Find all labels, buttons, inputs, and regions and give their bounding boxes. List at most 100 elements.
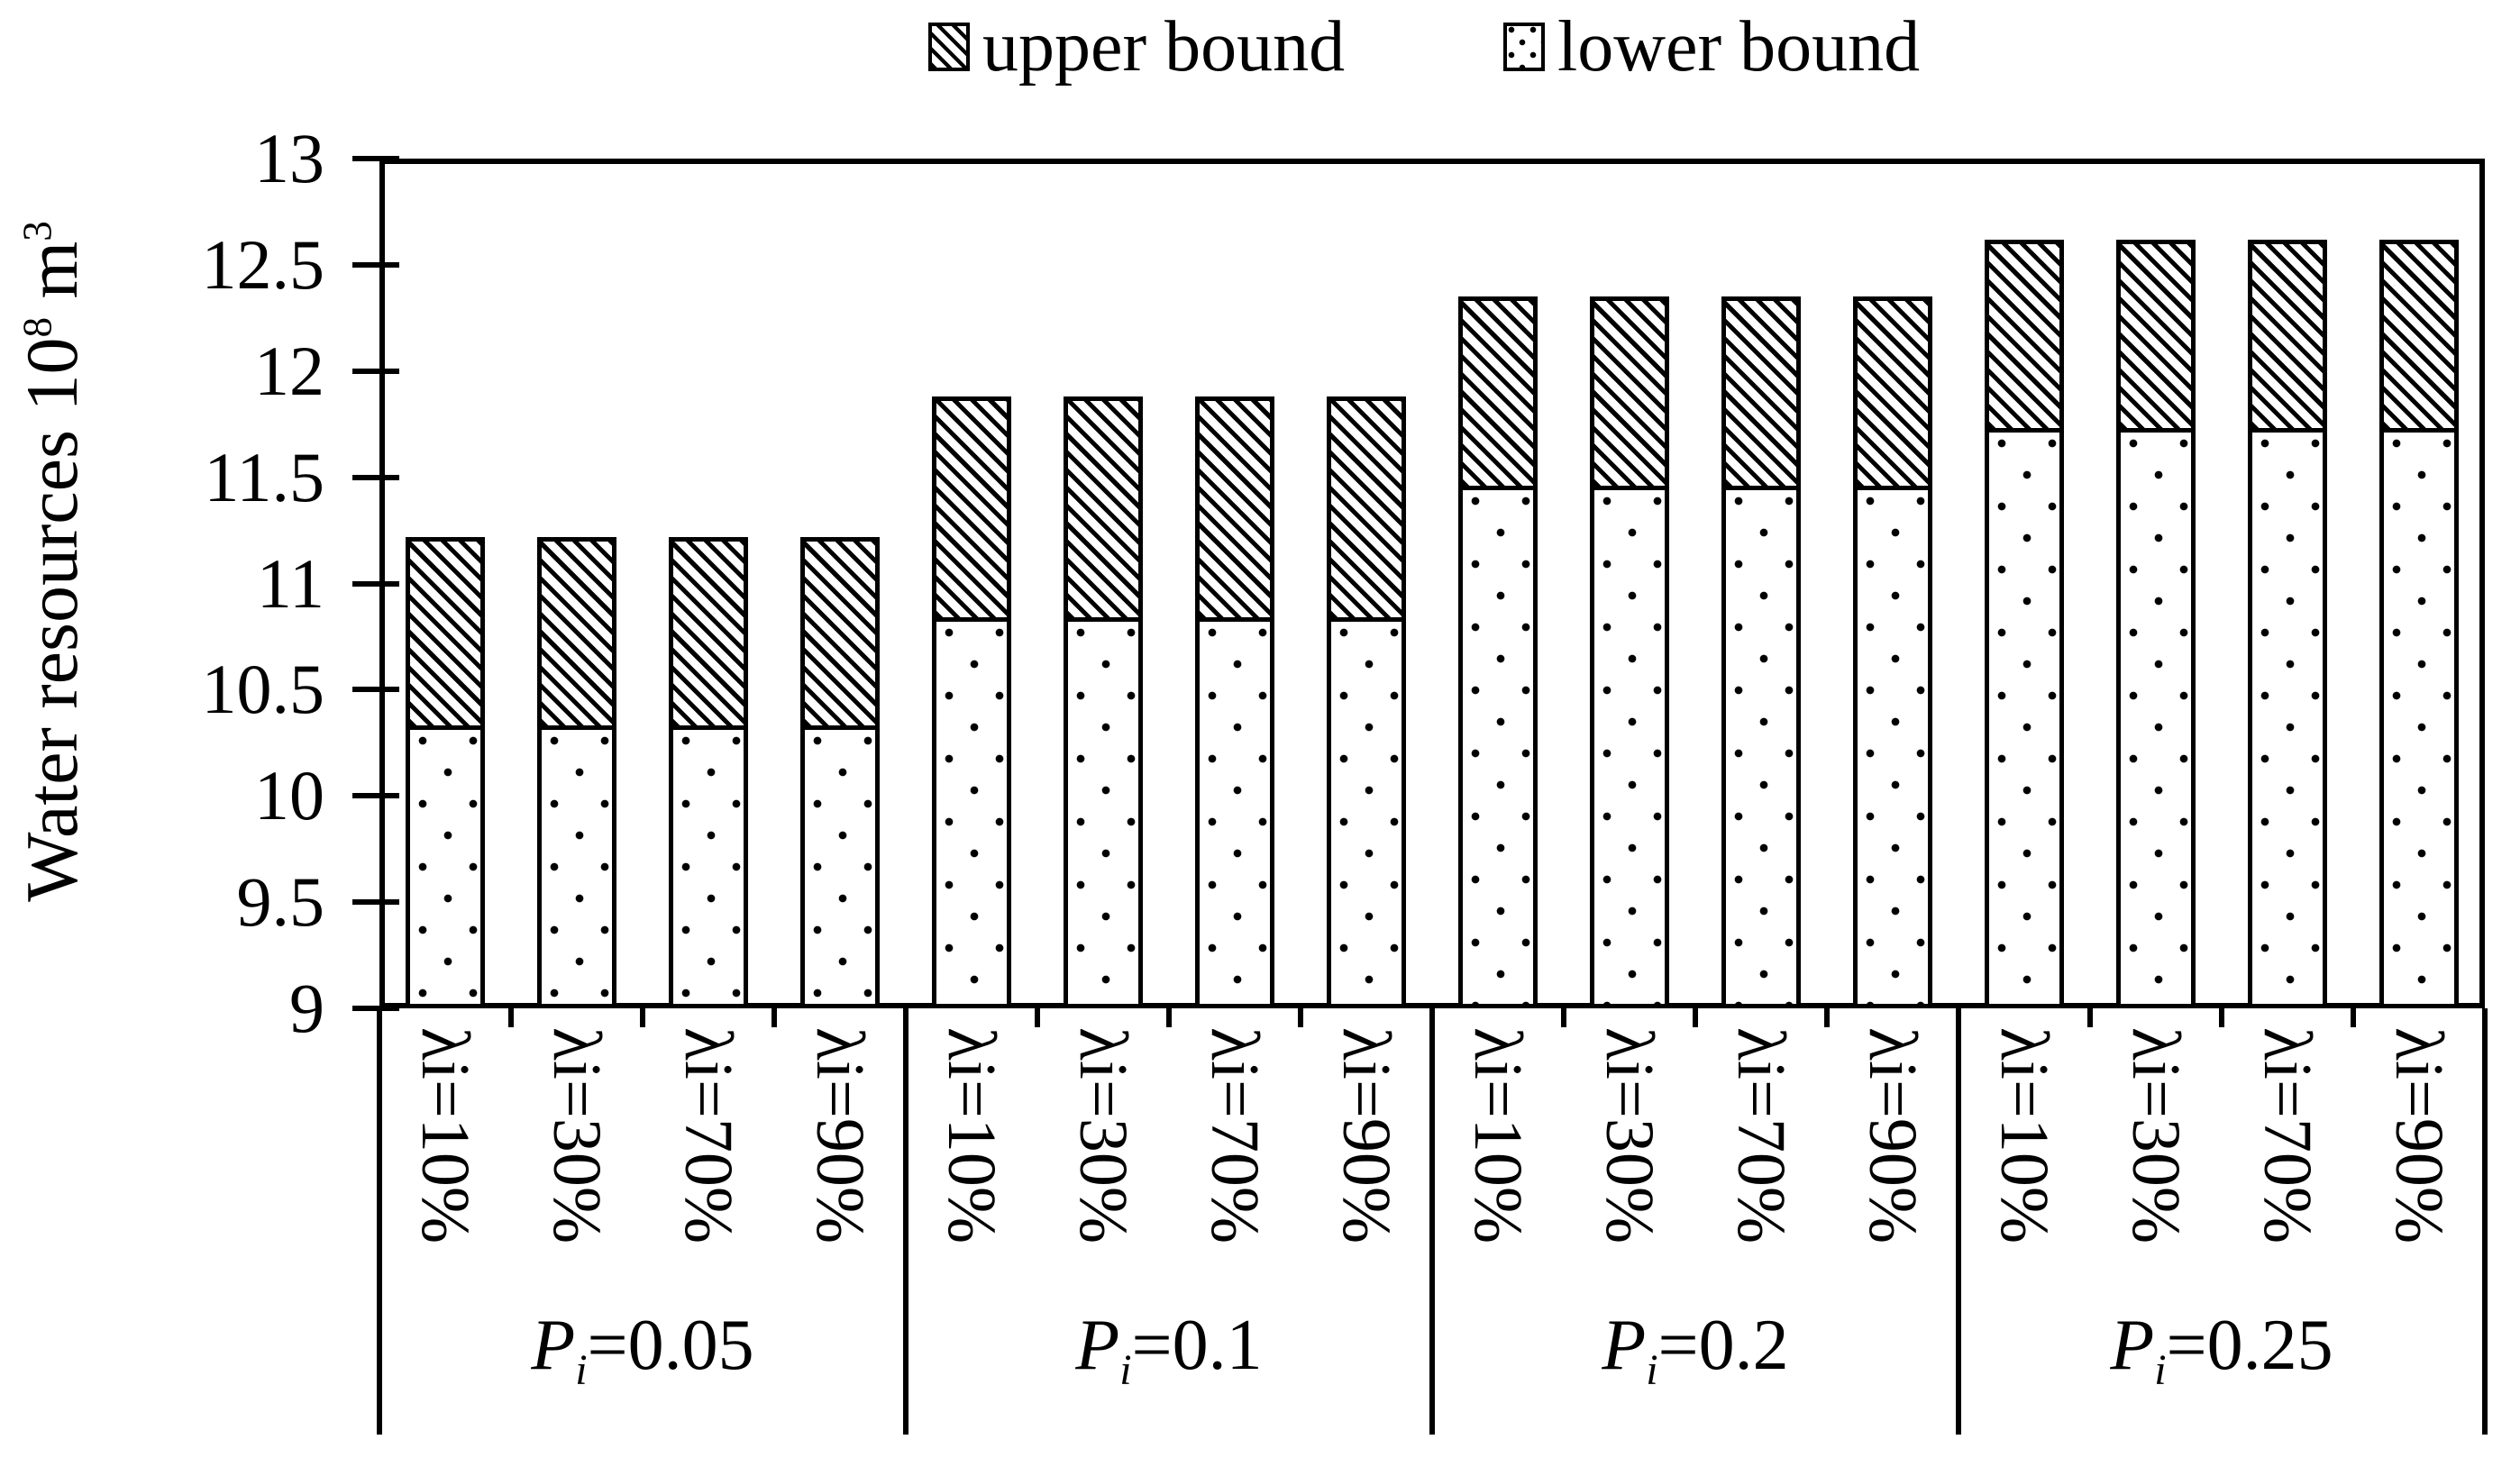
- x-category-label: λi=30%: [1592, 1027, 1667, 1244]
- x-category-label: λi=90%: [1855, 1027, 1931, 1244]
- y-tick-mark: [352, 368, 399, 374]
- x-category-label: λi=30%: [2118, 1027, 2194, 1244]
- x-axis-tick-mark: [2219, 1008, 2224, 1027]
- bar-segment-lower-bound: [2248, 433, 2327, 1008]
- x-category-label: λi=70%: [1723, 1027, 1799, 1244]
- bar-segment-upper-bound: [1590, 296, 1669, 490]
- x-axis-tick-mark: [2087, 1008, 2093, 1027]
- bar-segment-lower-bound: [932, 621, 1011, 1008]
- x-axis-tick-mark: [1824, 1008, 1830, 1027]
- x-category-label: λi=30%: [1065, 1027, 1141, 1244]
- group-separator-line: [2482, 1008, 2488, 1435]
- y-tick-label: 9: [289, 969, 324, 1047]
- bar-segment-lower-bound: [669, 730, 748, 1008]
- group-label-symbol: P: [2110, 1306, 2155, 1385]
- x-category-label: λi=10%: [407, 1027, 483, 1244]
- bar-segment-lower-bound: [406, 730, 485, 1008]
- group-separator-line: [903, 1008, 908, 1435]
- x-axis-tick-mark: [1298, 1008, 1303, 1027]
- bar-segment-upper-bound: [537, 536, 616, 731]
- legend-label-lower-bound: lower bound: [1557, 7, 1921, 87]
- y-tick-label: 11: [256, 543, 324, 623]
- x-axis-tick-mark: [1561, 1008, 1566, 1027]
- bar-segment-upper-bound: [2379, 239, 2459, 433]
- legend-item-lower-bound: lower bound: [1503, 7, 1921, 87]
- y-tick-label: 11.5: [204, 437, 324, 516]
- x-category-label: λi=30%: [539, 1027, 615, 1244]
- y-tick-mark: [352, 793, 399, 799]
- bar-segment-lower-bound: [1853, 489, 1932, 1008]
- y-axis-title-text: Water resources 10: [11, 337, 93, 902]
- bar-segment-upper-bound: [406, 536, 485, 731]
- group-label-symbol: P: [531, 1306, 576, 1385]
- group-label: Pi=0.05: [379, 1287, 906, 1404]
- bar-segment-upper-bound: [1064, 396, 1143, 622]
- group-label-symbol: P: [1602, 1306, 1647, 1385]
- group-label-subscript: i: [1119, 1346, 1132, 1394]
- bar-segment-upper-bound: [1985, 239, 2064, 433]
- bar-segment-lower-bound: [1458, 489, 1538, 1008]
- group-label-value: =0.2: [1657, 1306, 1789, 1385]
- y-tick-mark: [352, 1006, 399, 1011]
- group-label-symbol: P: [1075, 1306, 1120, 1385]
- bar-segment-lower-bound: [1064, 621, 1143, 1008]
- bar-segment-upper-bound: [800, 536, 880, 731]
- x-axis-tick-mark: [508, 1008, 514, 1027]
- y-tick-mark: [352, 687, 399, 693]
- legend-label-upper-bound: upper bound: [982, 7, 1346, 87]
- bar-segment-lower-bound: [1327, 621, 1406, 1008]
- bar-segment-lower-bound: [2116, 433, 2196, 1008]
- group-label-subscript: i: [575, 1346, 588, 1394]
- y-tick-label: 12.5: [201, 224, 325, 304]
- x-category-label: λi=90%: [1328, 1027, 1404, 1244]
- y-axis-title: Water resources 108 m3: [11, 156, 94, 967]
- bar-segment-upper-bound: [669, 536, 748, 731]
- bar-segment-lower-bound: [1985, 433, 2064, 1008]
- x-axis-tick-mark: [1035, 1008, 1040, 1027]
- group-label-subscript: i: [2154, 1346, 2167, 1394]
- bar-segment-upper-bound: [1458, 296, 1538, 490]
- group-label-value: =0.05: [587, 1306, 754, 1385]
- group-label: Pi=0.25: [1958, 1287, 2485, 1404]
- y-tick-label: 9.5: [236, 862, 325, 942]
- x-category-label: λi=90%: [802, 1027, 878, 1244]
- bar-segment-upper-bound: [1195, 396, 1274, 622]
- bar-segment-upper-bound: [1853, 296, 1932, 490]
- x-axis-tick-mark: [2351, 1008, 2356, 1027]
- bar-segment-upper-bound: [1721, 296, 1801, 490]
- y-tick-mark: [352, 156, 399, 161]
- bar-segment-lower-bound: [800, 730, 880, 1008]
- y-tick-mark: [352, 899, 399, 906]
- y-axis-title-exponent: 8: [14, 316, 60, 338]
- group-label-subscript: i: [1646, 1346, 1658, 1394]
- y-tick-mark: [352, 474, 399, 480]
- group-label-value: =0.25: [2166, 1306, 2333, 1385]
- x-category-label: λi=70%: [2250, 1027, 2325, 1244]
- x-category-label: λi=70%: [671, 1027, 746, 1244]
- x-category-label: λi=10%: [934, 1027, 1009, 1244]
- y-tick-label: 12: [254, 331, 324, 410]
- legend-item-upper-bound: upper bound: [928, 7, 1346, 87]
- group-separator-line: [1429, 1008, 1435, 1435]
- bar-segment-upper-bound: [1327, 396, 1406, 622]
- group-label: Pi=0.2: [1432, 1287, 1958, 1404]
- group-separator-line: [1956, 1008, 1961, 1435]
- x-category-label: λi=10%: [1460, 1027, 1536, 1244]
- x-axis-tick-mark: [772, 1008, 777, 1027]
- bar-segment-upper-bound: [2248, 239, 2327, 433]
- x-axis-tick-mark: [1693, 1008, 1698, 1027]
- x-category-label: λi=10%: [1986, 1027, 2062, 1244]
- x-axis-tick-mark: [640, 1008, 645, 1027]
- bar-segment-lower-bound: [1721, 489, 1801, 1008]
- y-axis-title-unit: m: [11, 241, 93, 317]
- bar-segment-upper-bound: [2116, 239, 2196, 433]
- y-tick-label: 10.5: [201, 650, 325, 729]
- y-tick-mark: [352, 580, 399, 587]
- y-tick-mark: [352, 261, 399, 268]
- y-tick-label: 13: [254, 119, 324, 197]
- y-axis-title-unit-exponent: 3: [14, 221, 60, 241]
- x-category-label: λi=70%: [1197, 1027, 1273, 1244]
- group-separator-line: [377, 1008, 382, 1435]
- group-label-value: =0.1: [1131, 1306, 1263, 1385]
